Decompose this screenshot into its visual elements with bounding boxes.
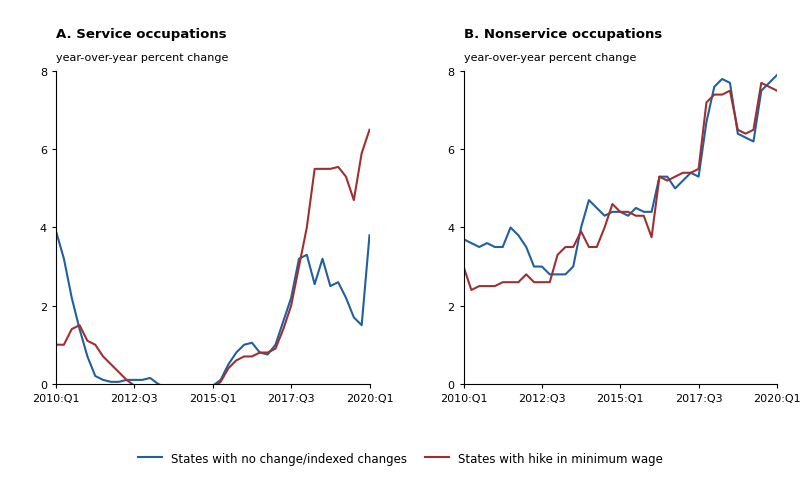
Text: year-over-year percent change: year-over-year percent change (464, 53, 636, 62)
Legend: States with no change/indexed changes, States with hike in minimum wage: States with no change/indexed changes, S… (134, 447, 667, 469)
Text: year-over-year percent change: year-over-year percent change (56, 53, 228, 62)
Text: B. Nonservice occupations: B. Nonservice occupations (464, 28, 662, 41)
Text: A. Service occupations: A. Service occupations (56, 28, 227, 41)
